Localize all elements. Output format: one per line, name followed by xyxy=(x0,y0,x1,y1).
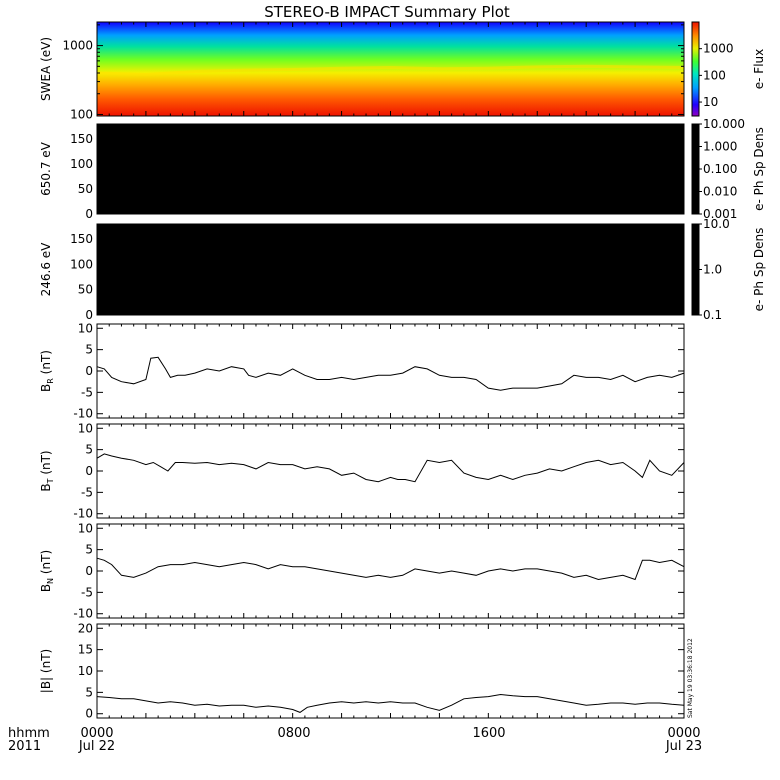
y-tick-label: 0 xyxy=(85,707,93,721)
y-axis-label-subscript: R xyxy=(46,378,55,384)
y-tick-label: 5 xyxy=(85,443,93,457)
y-tick-label: 50 xyxy=(78,182,93,196)
colorbar-label: e- Ph Sp Dens xyxy=(752,127,766,211)
y-axis-label: 650.7 eV xyxy=(39,141,53,196)
y-tick-label: 5 xyxy=(85,343,93,357)
colorbar xyxy=(691,223,700,316)
y-axis-label-unit: (nT) xyxy=(39,350,53,378)
y-tick-label: 20 xyxy=(78,621,93,635)
y-axis-label-main: B xyxy=(39,384,53,392)
y-tick-label: 100 xyxy=(70,107,93,121)
colorbar-tick-label: 0.010 xyxy=(703,185,737,199)
panel-swea-spectrogram: 10 100 1000 e- Flux 100 1000 SWEA (eV) xyxy=(39,21,766,121)
colorbar-tick-label: 1.0 xyxy=(703,263,722,277)
y-tick-label: -5 xyxy=(81,385,93,399)
y-tick-label: 1000 xyxy=(62,39,93,53)
y-tick-label: 0 xyxy=(85,364,93,378)
y-tick-label: 10 xyxy=(78,664,93,678)
y-tick-label: 10 xyxy=(78,321,93,335)
panel-pad-246: 0.1 1.0 10.0 e- Ph Sp Dens 0 50 100 150 246.6 eV xyxy=(39,217,766,322)
time-caption-year: 2011 xyxy=(8,739,41,754)
panel-frame xyxy=(96,523,685,619)
colorbar-tick-label: 10.000 xyxy=(703,117,745,131)
colorbar-tick-label: 1.000 xyxy=(703,140,737,154)
y-tick-label: 15 xyxy=(78,643,93,657)
y-axis-label: |B| (nT) xyxy=(39,649,53,693)
panel-bt: -10 -5 0 5 10 BT (nT) xyxy=(39,421,685,521)
data-line xyxy=(96,557,685,581)
y-axis-label-main: B xyxy=(39,584,53,592)
data-line xyxy=(96,453,685,483)
date-label-start: Jul 22 xyxy=(78,739,115,754)
time-caption-hhmm: hhmm xyxy=(8,726,50,741)
panel-bn: -10 -5 0 5 10 BN (nT) xyxy=(39,521,685,621)
y-axis-label: BT (nT) xyxy=(39,450,55,491)
y-axis-label: BN (nT) xyxy=(39,550,55,592)
y-tick-label: -10 xyxy=(73,407,93,421)
y-axis-label: 246.6 eV xyxy=(39,242,53,297)
data-line xyxy=(96,693,685,713)
colorbar-tick-label: 10.0 xyxy=(703,217,730,231)
time-label-0800: 0800 xyxy=(277,726,310,741)
y-axis-label-main: |B| xyxy=(39,677,53,693)
y-tick-label: 0 xyxy=(85,207,93,221)
y-axis-label-unit: (nT) xyxy=(39,550,53,578)
panel-pad-650: 0.001 0.010 0.100 1.000 10.000 e- Ph Sp Dens 0… xyxy=(39,117,766,221)
y-tick-label: -10 xyxy=(73,607,93,621)
panel-frame xyxy=(96,323,685,419)
y-axis-label-subscript: T xyxy=(46,478,55,484)
colorbar-tick-label: 0.001 xyxy=(703,207,737,221)
y-axis-label-unit: (nT) xyxy=(39,450,53,478)
pad-fill xyxy=(97,124,684,214)
time-label-0000-end: 0000 xyxy=(667,726,700,741)
timestamp-stamp: Sat May 19 03:36:18 2012 xyxy=(687,638,694,718)
colorbar-tick-label: 0.1 xyxy=(703,308,722,322)
y-tick-label: 0 xyxy=(85,564,93,578)
y-tick-label: 5 xyxy=(85,543,93,557)
y-axis-label-subscript: N xyxy=(46,578,55,584)
y-tick-label: 100 xyxy=(70,157,93,171)
y-tick-label: 50 xyxy=(78,283,93,297)
y-tick-label: 5 xyxy=(85,685,93,699)
y-tick-label: 100 xyxy=(70,257,93,271)
y-axis-label-unit: (nT) xyxy=(39,649,53,677)
time-label-1600: 1600 xyxy=(472,726,505,741)
date-label-end: Jul 23 xyxy=(665,739,702,754)
y-axis-label-main: B xyxy=(39,483,53,491)
y-axis-label: SWEA (eV) xyxy=(39,37,53,101)
colorbar xyxy=(691,21,700,117)
pad-fill xyxy=(97,224,684,315)
y-tick-label: -5 xyxy=(81,485,93,499)
colorbar-tick-label: 1000 xyxy=(703,42,734,56)
panel-bmag: 0 5 10 15 20 |B| (nT) xyxy=(39,621,685,721)
y-tick-label: -10 xyxy=(73,507,93,521)
y-tick-label: 0 xyxy=(85,464,93,478)
data-line xyxy=(96,356,685,391)
colorbar-label: e- Ph Sp Dens xyxy=(752,228,766,312)
time-axis: hhmm 2011 0000 0800 1600 0000 Jul 22 Jul… xyxy=(8,726,702,754)
y-tick-label: 0 xyxy=(85,308,93,322)
colorbar xyxy=(691,123,700,215)
panel-frame xyxy=(96,423,685,519)
colorbar-tick-label: 10 xyxy=(703,95,718,109)
y-axis-label: BR (nT) xyxy=(39,350,55,392)
time-label-0000-start: 0000 xyxy=(80,726,113,741)
plot-title: STEREO-B IMPACT Summary Plot xyxy=(264,3,510,21)
spectrogram-yellow-band xyxy=(96,64,685,77)
colorbar-tick-label: 0.100 xyxy=(703,162,737,176)
y-tick-label: -5 xyxy=(81,585,93,599)
y-tick-label: 10 xyxy=(78,421,93,435)
y-tick-label: 150 xyxy=(70,232,93,246)
y-tick-label: 10 xyxy=(78,521,93,535)
y-tick-label: 150 xyxy=(70,132,93,146)
panel-br: -10 -5 0 5 10 BR (nT) xyxy=(39,321,685,421)
colorbar-label: e- Flux xyxy=(752,49,766,89)
colorbar-tick-label: 100 xyxy=(703,68,726,82)
